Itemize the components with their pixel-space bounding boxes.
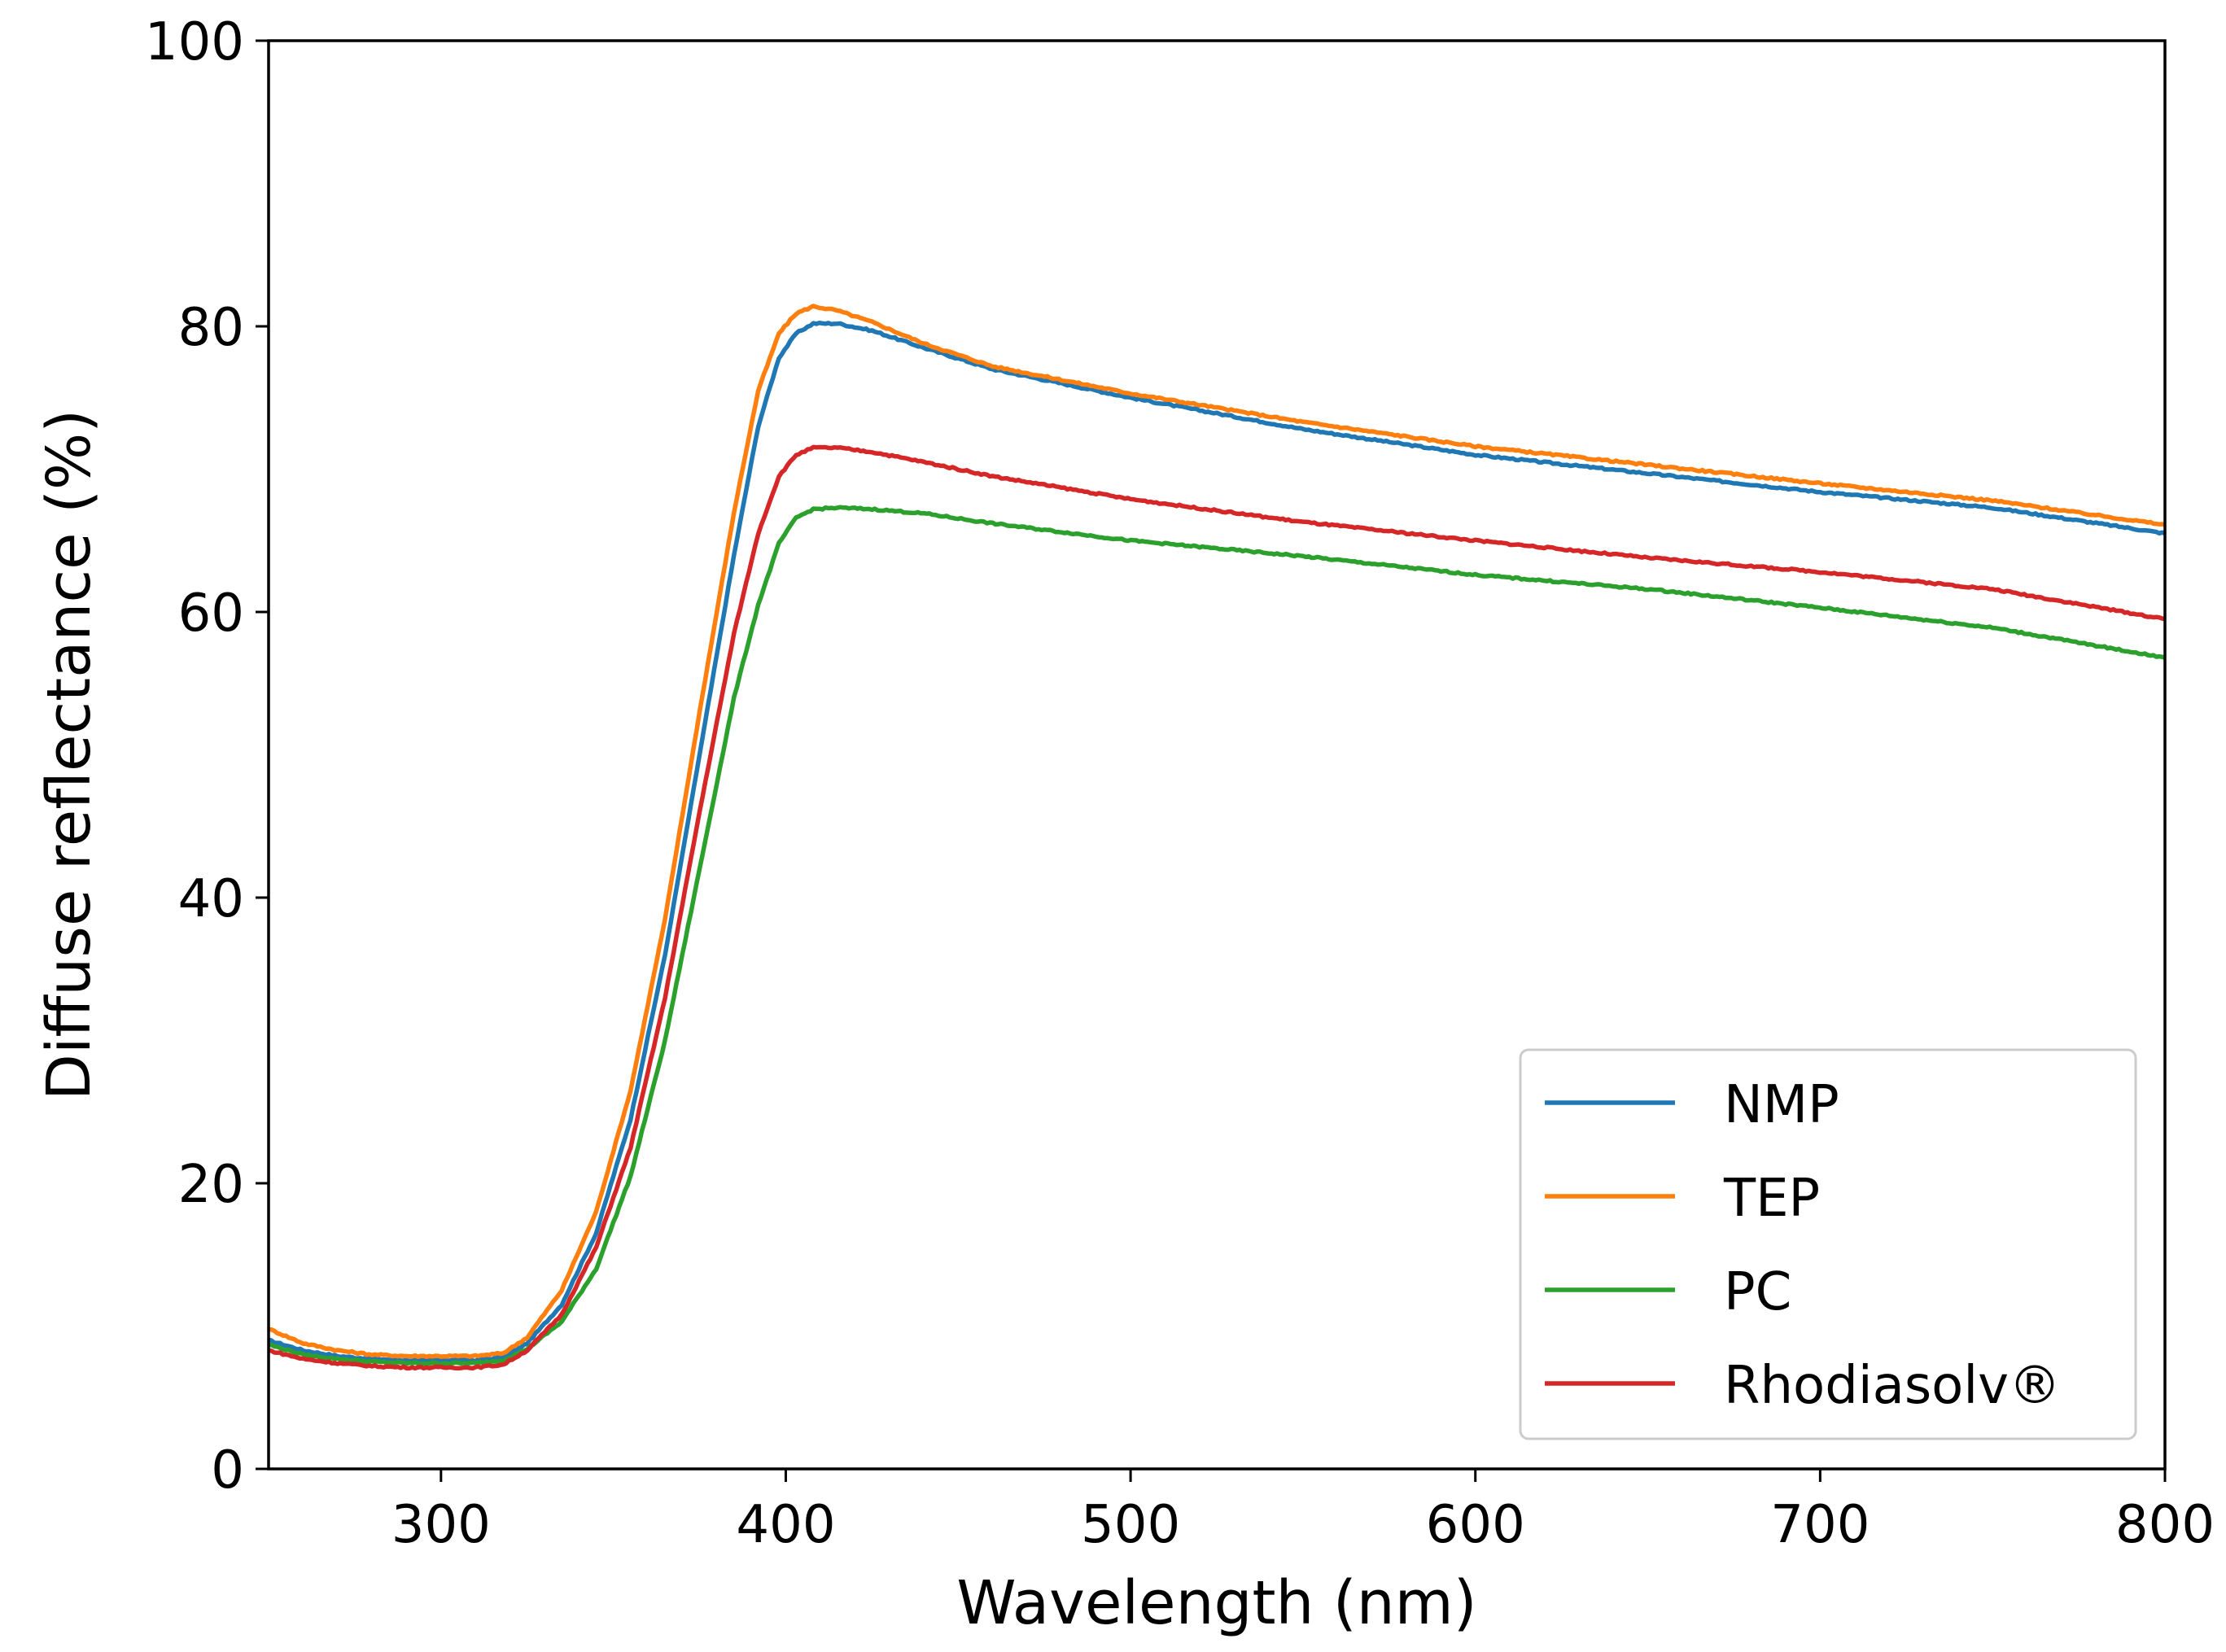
y-tick-label: 80 bbox=[178, 298, 244, 358]
y-tick-label: 20 bbox=[178, 1155, 244, 1215]
x-tick-label: 400 bbox=[736, 1495, 835, 1555]
x-tick-label: 300 bbox=[391, 1495, 491, 1555]
legend-label: TEP bbox=[1723, 1169, 1820, 1229]
legend: NMP TEP PC Rhodiasolv® bbox=[1519, 1048, 2137, 1440]
legend-label: PC bbox=[1724, 1262, 1791, 1322]
legend-label: Rhodiasolv® bbox=[1724, 1356, 2061, 1416]
x-tick-label: 800 bbox=[2115, 1495, 2215, 1555]
series-line-rhodiasolv bbox=[268, 444, 2166, 1371]
x-axis: 300 400 500 600 700 800 bbox=[391, 1469, 2215, 1555]
series-line-tep bbox=[269, 304, 2166, 1360]
legend-box bbox=[1519, 1048, 2137, 1440]
x-tick-label: 600 bbox=[1426, 1495, 1525, 1555]
x-tick-label: 500 bbox=[1081, 1495, 1180, 1555]
series-layer bbox=[268, 304, 2166, 1371]
y-tick-label: 0 bbox=[211, 1440, 244, 1501]
x-tick-label: 700 bbox=[1770, 1495, 1870, 1555]
legend-entries: NMP TEP PC Rhodiasolv® bbox=[1545, 1075, 2061, 1416]
y-tick-label: 60 bbox=[178, 583, 244, 644]
y-tick-label: 100 bbox=[145, 12, 244, 72]
x-axis-label: Wavelength (nm) bbox=[956, 1568, 1476, 1638]
plot-area-frame bbox=[267, 39, 2167, 1471]
y-axis: 0 20 40 60 80 100 bbox=[145, 12, 269, 1501]
y-tick-label: 40 bbox=[178, 869, 244, 929]
legend-label: NMP bbox=[1724, 1075, 1839, 1135]
series-line-pc bbox=[268, 505, 2166, 1366]
series-line-nmp bbox=[268, 320, 2166, 1364]
y-axis-label: Diffuse reflectance (%) bbox=[34, 409, 104, 1100]
